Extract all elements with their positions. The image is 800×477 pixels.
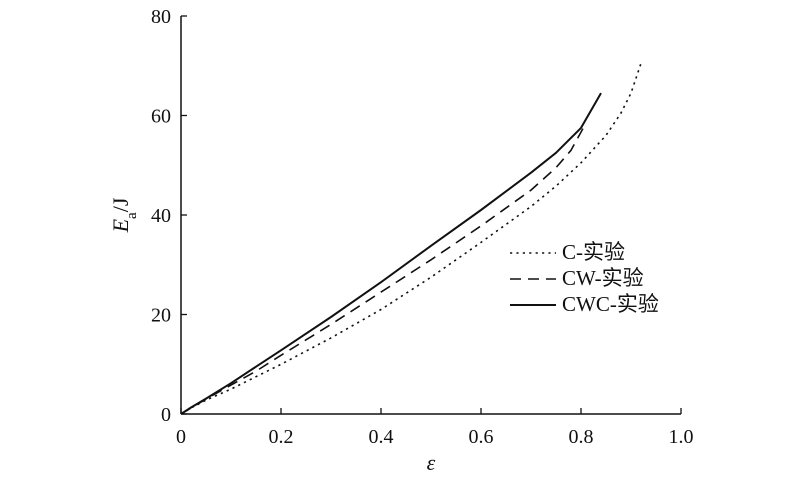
x-tick-label: 0.8 (569, 426, 594, 448)
x-tick-label: 0.4 (369, 426, 394, 448)
y-axis-label-unit: /J (108, 197, 133, 212)
x-tick-label: 1.0 (669, 426, 694, 448)
legend-label-1: C-实验 (562, 240, 625, 264)
ticks: 0 0.2 0.4 0.6 0.8 1.0 0 20 40 60 80 (151, 6, 694, 448)
x-tick-label: 0 (176, 426, 186, 448)
y-tick-label: 0 (161, 404, 171, 426)
legend-label-2: CW-实验 (562, 266, 644, 290)
axes (180, 16, 681, 415)
y-axis-label: Ea/J (108, 197, 140, 233)
y-tick-label: 80 (151, 6, 171, 28)
series-line-1 (180, 63, 642, 415)
y-tick-label: 40 (151, 205, 171, 227)
y-axis-label-main: E (108, 218, 133, 233)
y-axis-label-subscript: a (124, 212, 140, 219)
x-axis-label: ε (427, 450, 436, 475)
y-tick-label: 60 (151, 106, 171, 128)
y-tick-label: 20 (151, 305, 171, 327)
x-tick-label: 0.6 (469, 426, 494, 448)
series-group (180, 63, 642, 415)
series-line-3 (180, 92, 602, 415)
legend-label-3: CWC-实验 (562, 292, 659, 316)
series-line-2 (180, 122, 587, 415)
x-tick-label: 0.2 (269, 426, 294, 448)
